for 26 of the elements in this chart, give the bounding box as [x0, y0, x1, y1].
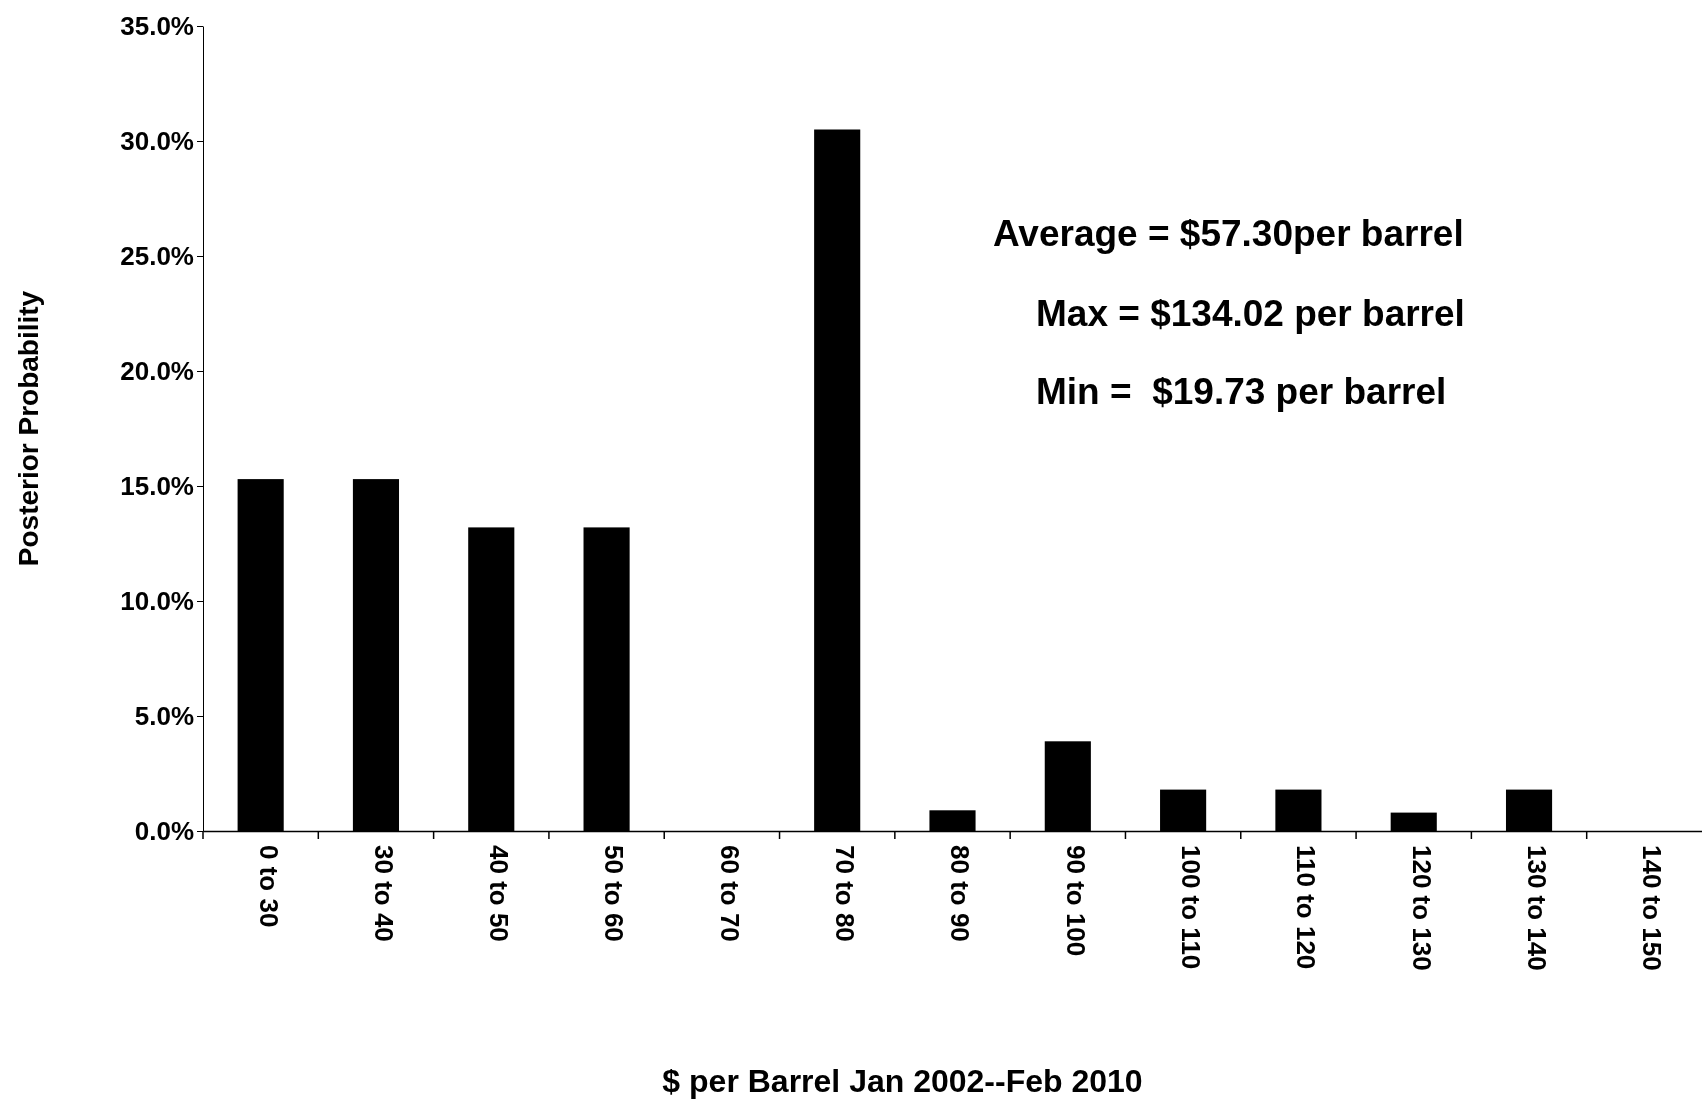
annotation: Max = $134.02 per barrel	[1036, 293, 1465, 334]
y-axis-title: Posterior Probability	[13, 290, 44, 567]
y-tick-label: 20.0%	[120, 355, 194, 386]
annotation: Average = $57.30per barrel	[993, 213, 1464, 254]
annotation: Min = $19.73 per barrel	[1036, 371, 1447, 412]
y-tick-label: 35.0%	[120, 10, 194, 41]
x-tick-label: 60 to 70	[714, 845, 745, 942]
y-tick-label: 10.0%	[120, 585, 194, 616]
x-tick-label: 130 to 140	[1521, 845, 1552, 971]
x-tick-label: 110 to 120	[1291, 845, 1322, 970]
y-tick-label: 25.0%	[120, 240, 194, 271]
x-tick-label: 120 to 130	[1406, 845, 1437, 971]
x-tick-label: 90 to 100	[1060, 845, 1091, 957]
y-tick-label: 5.0%	[134, 700, 194, 731]
y-tick-label: 15.0%	[120, 470, 194, 501]
x-tick-label: 40 to 50	[484, 845, 515, 942]
x-tick-label: 30 to 40	[368, 845, 399, 942]
x-tick-label: 50 to 60	[599, 845, 630, 942]
x-tick-label: 70 to 80	[830, 845, 861, 942]
x-tick-label: 0 to 30	[253, 845, 284, 928]
y-tick-label: 30.0%	[120, 125, 194, 156]
x-axis-title: $ per Barrel Jan 2002--Feb 2010	[662, 1063, 1143, 1099]
y-tick-label: 0.0%	[134, 815, 194, 846]
x-tick-label: 140 to 150	[1637, 845, 1668, 971]
x-tick-label: 100 to 110	[1176, 845, 1207, 970]
x-tick-label: 80 to 90	[945, 845, 976, 942]
